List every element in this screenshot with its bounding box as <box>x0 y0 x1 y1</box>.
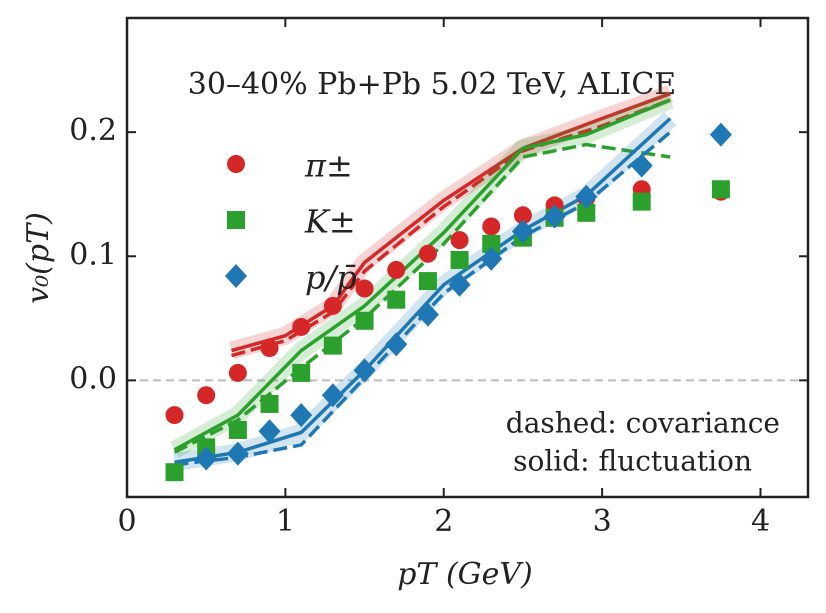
point <box>226 441 249 466</box>
point <box>543 204 566 229</box>
point <box>353 358 376 383</box>
legend-marker <box>227 155 245 173</box>
point <box>450 231 469 250</box>
x-axis-label: pT (GeV) <box>397 557 533 592</box>
point <box>258 419 281 444</box>
point <box>577 203 596 222</box>
legend-label: p/p̄ <box>305 259 357 297</box>
legend-label: K± <box>304 203 356 241</box>
y-tick-label: 0.0 <box>69 361 117 396</box>
point <box>482 217 501 236</box>
point <box>260 394 279 413</box>
point <box>480 246 503 271</box>
point <box>355 311 374 330</box>
point <box>630 153 653 178</box>
x-tick-label: 1 <box>276 504 295 539</box>
plot-frame <box>125 16 810 499</box>
annotation: dashed: covariance <box>506 407 780 440</box>
point <box>323 296 342 315</box>
point <box>292 317 311 336</box>
point <box>323 336 342 355</box>
point <box>197 386 216 405</box>
point <box>511 219 534 244</box>
point <box>195 446 218 471</box>
point <box>387 290 406 309</box>
y-axis-label: v₀(pT) <box>21 212 56 304</box>
point <box>418 244 437 263</box>
point <box>575 184 598 209</box>
point <box>321 383 344 408</box>
point <box>355 279 374 298</box>
point <box>387 260 406 279</box>
chart-title: 30–40% Pb+Pb 5.02 TeV, ALICE <box>188 67 676 102</box>
point <box>711 180 730 199</box>
point <box>385 332 408 357</box>
y-tick-label: 0.1 <box>69 237 117 272</box>
y-tick-label: 0.2 <box>69 113 117 148</box>
point <box>165 463 184 482</box>
annotation: solid: fluctuation <box>513 445 752 478</box>
point <box>290 403 313 428</box>
point <box>450 250 469 269</box>
x-tick-label: 4 <box>751 504 770 539</box>
legend-marker <box>225 264 247 288</box>
point <box>260 339 279 358</box>
x-tick-label: 3 <box>593 504 612 539</box>
point <box>228 363 247 382</box>
legend-marker <box>227 211 245 229</box>
legend-label: π± <box>304 147 353 185</box>
model-line <box>174 130 672 467</box>
point <box>482 234 501 253</box>
model-line <box>231 98 671 358</box>
point <box>292 363 311 382</box>
point <box>228 420 247 439</box>
point <box>632 192 651 211</box>
x-tick-label: 2 <box>434 504 453 539</box>
point <box>165 406 184 425</box>
x-tick-label: 0 <box>117 504 136 539</box>
point <box>513 206 532 225</box>
point <box>709 122 732 147</box>
point <box>416 302 439 327</box>
model-line <box>174 117 672 464</box>
point <box>418 272 437 291</box>
model-line <box>173 142 671 454</box>
point <box>448 272 471 297</box>
